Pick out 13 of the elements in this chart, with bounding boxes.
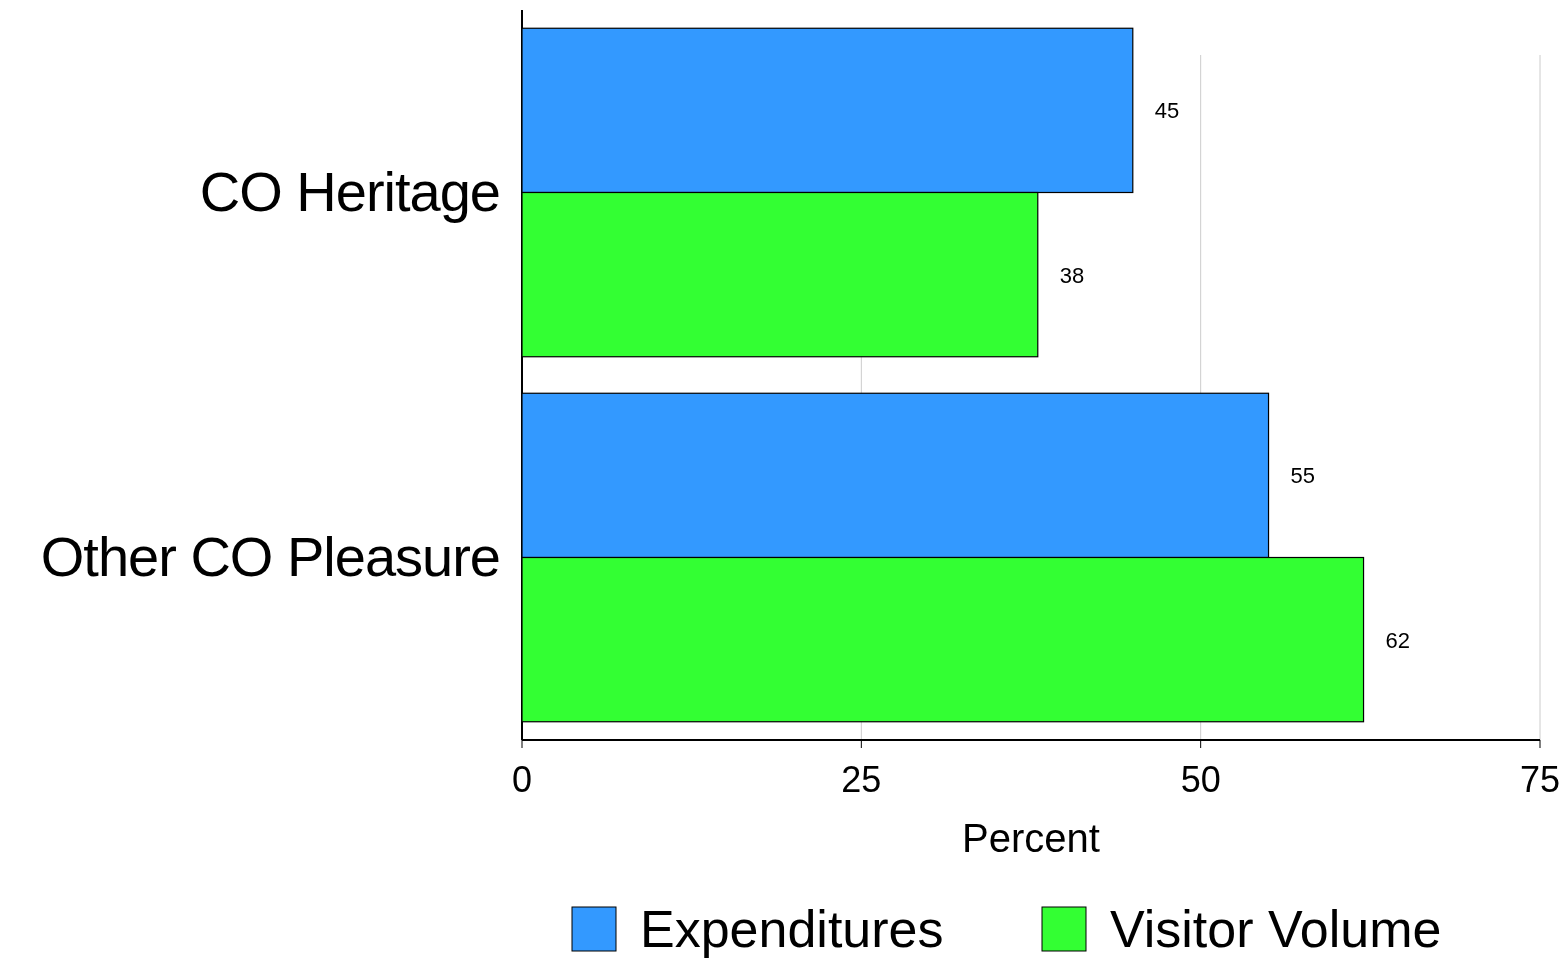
data-label: 38 — [1059, 262, 1085, 288]
legend-label: Visitor Volume — [1110, 900, 1442, 958]
legend-label: Expenditures — [640, 900, 944, 958]
x-tick-label: 0 — [511, 759, 533, 800]
data-label: 45 — [1154, 98, 1180, 124]
x-tick-label: 50 — [1180, 759, 1221, 800]
data-label: 62 — [1385, 627, 1411, 653]
x-axis-title: Percent — [962, 816, 1100, 860]
y-tick-label: CO Heritage — [199, 159, 500, 223]
x-tick-label: 75 — [1519, 759, 1561, 800]
y-tick-label: Other CO Pleasure — [40, 524, 500, 588]
data-label: 55 — [1290, 463, 1316, 489]
x-tick-label: 25 — [841, 759, 882, 800]
